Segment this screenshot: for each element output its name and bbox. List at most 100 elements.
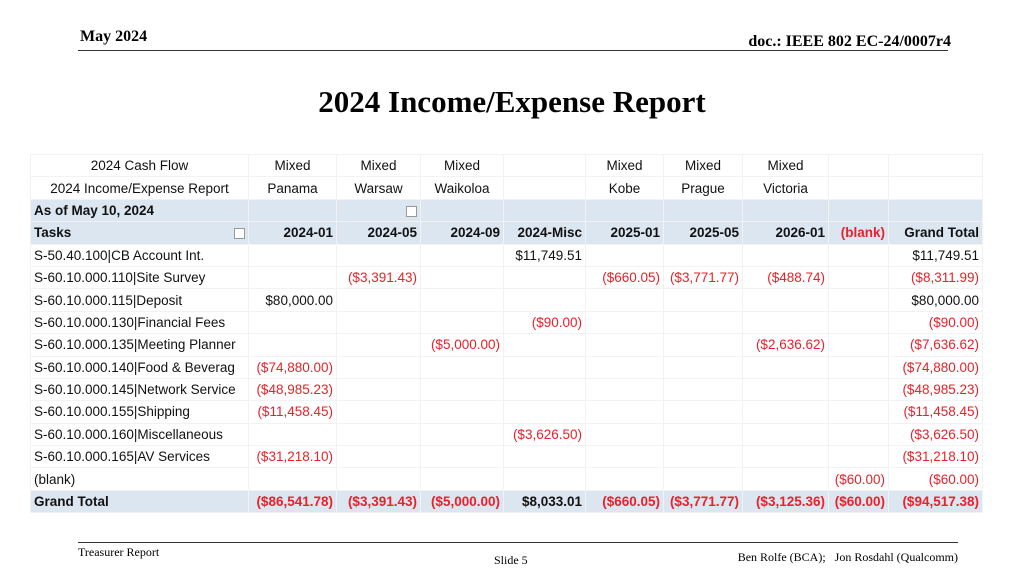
cell-text: S-60.10.000.140|Food & Beverag: [34, 359, 235, 375]
cell: Warsaw: [336, 176, 421, 200]
cell: Waikoloa: [420, 176, 504, 200]
cell: [420, 310, 504, 335]
cell: [663, 310, 743, 335]
cell: ($94,517.38): [888, 489, 983, 514]
row-label: S-50.40.100|CB Account Int.: [30, 243, 249, 267]
cell-text: ($8,311.99): [910, 270, 979, 286]
row-label: Grand Total: [30, 489, 249, 514]
cell: [336, 288, 421, 312]
row-label: S-60.10.000.145|Network Service: [30, 377, 249, 402]
cell: [420, 422, 504, 447]
slide-title: 2024 Income/Expense Report: [318, 84, 706, 119]
cell: [585, 333, 664, 357]
cell: [585, 355, 664, 379]
cell: ($11,458.45): [888, 400, 983, 424]
cell: 2026-01: [742, 221, 829, 245]
cell-text: ($3,125.36): [755, 494, 825, 510]
cell-text: S-60.10.000.160|Miscellaneous: [34, 426, 223, 442]
cell: [585, 422, 664, 447]
cell-text: ($60.00): [834, 471, 885, 487]
data-row: S-60.10.000.160|Miscellaneous ($3,626.50)…: [30, 422, 983, 447]
cell-text: ($7,636.62): [909, 337, 979, 353]
cell-text: $80,000.00: [265, 292, 333, 308]
cell: [336, 467, 421, 491]
cell-text: ($48,985.23): [902, 382, 979, 398]
cell-text: Panama: [267, 180, 318, 196]
cell-text: (blank): [34, 471, 76, 487]
cell-text: S-60.10.000.165|AV Services: [34, 449, 210, 465]
cell-text: Prague: [681, 180, 725, 196]
cell: [420, 243, 504, 267]
cell: [503, 445, 586, 469]
cell-text: 2024-05: [367, 225, 417, 241]
cell: $11,749.51: [503, 243, 586, 267]
cell: [503, 355, 586, 379]
row-label: S-60.10.000.155|Shipping: [30, 400, 249, 424]
cell: [663, 243, 743, 267]
cell-text: ($660.05): [602, 270, 660, 286]
cell-text: Tasks: [34, 225, 72, 241]
row-label: S-60.10.000.135|Meeting Planner: [30, 333, 249, 357]
cell: [585, 243, 664, 267]
cell-text: ($2,636.62): [755, 337, 825, 353]
cell: [420, 467, 504, 491]
cell: [828, 355, 889, 379]
header-row: 2024 Income/Expense Report Panama Warsaw Wa…: [30, 176, 983, 200]
slide-number: Slide 5: [494, 553, 528, 567]
data-row: (blank) ($60.00) ($60.00): [30, 467, 983, 491]
cell: [663, 400, 743, 424]
cell-text: Mixed: [684, 158, 721, 174]
cell: Mixed: [663, 153, 743, 178]
row-label: 2024 Cash Flow: [30, 153, 249, 178]
cell: [336, 400, 421, 424]
cell: [248, 310, 337, 335]
row-label: 2024 Income/Expense Report: [30, 176, 249, 200]
cell: [828, 243, 889, 267]
cell: [828, 400, 889, 424]
cell: ($660.05): [585, 489, 664, 514]
cell: [663, 288, 743, 312]
filter-button[interactable]: [234, 228, 245, 240]
cell-text: ($60.00): [834, 494, 885, 510]
cell: [828, 377, 889, 402]
cell: [503, 198, 586, 223]
header-date: May 2024: [80, 28, 148, 45]
cell: [742, 288, 829, 312]
cell: [663, 422, 743, 447]
cell: Panama: [248, 176, 337, 200]
cell: [663, 355, 743, 379]
cell-text: Grand Total: [904, 225, 979, 241]
cell-text: ($90.00): [531, 314, 582, 330]
cell: [336, 198, 421, 223]
cell: [336, 355, 421, 379]
column-header-row: Tasks 2024-01 2024-05 2024-09 2024-Misc 2025-…: [30, 221, 983, 245]
total-row: Grand Total ($86,541.78) ($3,391.43) ($5,00…: [30, 489, 983, 514]
data-row: S-60.10.000.110|Site Survey ($3,391.43) ($…: [30, 265, 983, 290]
cell: ($7,636.62): [888, 333, 983, 357]
cell: $11,749.51: [888, 243, 983, 267]
cell: 2024-05: [336, 221, 421, 245]
cell: [585, 467, 664, 491]
cell-text: 2024 Income/Expense Report: [50, 180, 229, 196]
cell: [663, 377, 743, 402]
cell-text: 2026-01: [775, 225, 825, 241]
cell: [742, 422, 829, 447]
header-doc: doc.: IEEE 802 EC-24/0007r4: [748, 33, 951, 50]
cell: [336, 377, 421, 402]
cell: Mixed: [420, 153, 504, 178]
cell-text: ($60.00): [928, 471, 979, 487]
cell: ($3,771.77): [663, 265, 743, 290]
filter-button[interactable]: [406, 206, 417, 218]
cell: Mixed: [742, 153, 829, 178]
data-row: S-60.10.000.115|Deposit $80,000.00 $80,000…: [30, 288, 983, 312]
row-label: S-60.10.000.130|Financial Fees: [30, 310, 249, 335]
cell-text: 2024-Misc: [517, 225, 582, 241]
cell: ($48,985.23): [888, 377, 983, 402]
cell: [585, 198, 664, 223]
cell: ($86,541.78): [248, 489, 337, 514]
cell-text: S-50.40.100|CB Account Int.: [34, 247, 205, 263]
cell: [336, 445, 421, 469]
cell-text: Mixed: [274, 158, 311, 174]
cell: [336, 310, 421, 335]
cell: (blank): [828, 221, 889, 245]
